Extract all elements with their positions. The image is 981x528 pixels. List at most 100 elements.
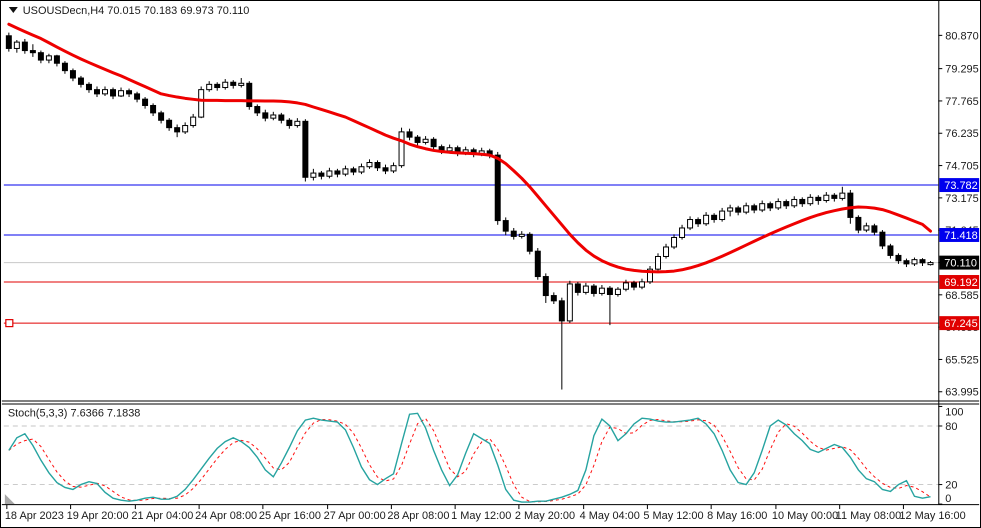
time-tick-label: 25 Apr 16:00: [259, 510, 321, 522]
candle-body: [77, 77, 84, 85]
candle-body: [422, 138, 429, 143]
candle-body: [126, 90, 133, 95]
time-tick-label: 11 May 08:00: [836, 510, 901, 522]
hlines-group[interactable]: [3, 184, 939, 328]
candle-body: [318, 172, 325, 177]
candle-body: [150, 104, 157, 114]
scroll-corner-icon[interactable]: [4, 494, 15, 505]
candle-body: [5, 35, 12, 49]
stoch-label: Stoch(5,3,3) 7.6366 7.1838: [8, 407, 141, 419]
candle-body: [270, 114, 277, 119]
candle-body: [663, 246, 670, 257]
candle-body: [53, 55, 60, 64]
candle-body: [775, 201, 782, 209]
candle-body: [414, 136, 421, 143]
candle-body: [21, 41, 28, 52]
candle-body: [174, 127, 181, 133]
candle-body: [751, 205, 758, 211]
candle-body: [326, 170, 333, 177]
time-axis[interactable]: 18 Apr 2023 19 Apr 20:00 21 Apr 04:00 24 Ap…: [5, 504, 966, 522]
candle-body: [606, 287, 613, 295]
candle-body: [855, 216, 862, 231]
time-ticks-group: [6, 504, 904, 510]
candle-body: [799, 198, 806, 205]
symbol-dropdown-icon[interactable]: [8, 6, 18, 13]
candle-body: [198, 89, 205, 118]
candle-body: [534, 250, 541, 278]
line-anchor-handle[interactable]: [5, 319, 14, 328]
price-badge-label: 69.192: [944, 277, 977, 289]
candle-body: [286, 119, 293, 127]
candle-body: [703, 214, 710, 225]
candle-body: [238, 82, 245, 86]
price-tick-label: 73.175: [945, 193, 978, 205]
candle-body: [614, 288, 621, 295]
price-badge: [939, 255, 980, 270]
candle-body: [350, 168, 357, 173]
price-axis[interactable]: 80.87079.29577.76576.23574.70573.17571.6…: [938, 1, 980, 505]
stoch-axis-group: 100 80 200: [938, 405, 964, 505]
candle-body: [863, 225, 870, 231]
time-tick-label: 8 May 16:00: [707, 510, 767, 522]
time-tick-label: 10 May 00:00: [772, 510, 838, 522]
candle-body: [254, 106, 261, 114]
candle-body: [927, 262, 934, 266]
candle-body: [743, 205, 750, 213]
candle-body: [871, 225, 878, 233]
candle-body: [759, 203, 766, 211]
stoch-grid-group: [3, 425, 939, 486]
time-tick-label: 21 Apr 04:00: [131, 510, 193, 522]
candle-body: [574, 283, 581, 293]
candle-body: [735, 207, 742, 213]
time-tick-label: 2 May 20:00: [515, 510, 575, 522]
candle-body: [711, 214, 718, 221]
candle-body: [558, 300, 565, 322]
candle-body: [334, 170, 341, 175]
candle-body: [671, 236, 678, 248]
candle-body: [214, 83, 221, 89]
candle-body: [783, 201, 790, 207]
candle-body: [582, 285, 589, 293]
candles-group: [5, 32, 934, 390]
candle-body: [622, 282, 629, 290]
time-tick-label: 18 Apr 2023: [5, 510, 64, 522]
price-tick-label: 76.235: [945, 128, 978, 140]
candle-body: [182, 125, 189, 133]
chart-title: USOUSDecn,H4 70.015 70.183 69.973 70.110: [23, 5, 250, 17]
candle-body: [510, 230, 517, 237]
candle-body: [839, 192, 846, 199]
candle-body: [502, 220, 509, 232]
candle-body: [374, 162, 381, 169]
stoch-tick-label: 0: [945, 493, 951, 505]
candle-body: [37, 52, 44, 61]
candle-body: [687, 219, 694, 229]
candle-body: [695, 219, 702, 225]
time-tick-label: 28 Apr 08:00: [387, 510, 449, 522]
time-tick-label: 24 Apr 08:00: [195, 510, 257, 522]
candle-body: [911, 259, 918, 265]
candle-body: [85, 83, 92, 91]
candle-body: [542, 276, 549, 297]
candle-body: [518, 233, 525, 237]
candle-body: [647, 268, 653, 283]
stoch-pane: Stoch(5,3,3) 7.6366 7.1838: [1, 407, 980, 506]
candle-body: [494, 154, 501, 222]
candle-body: [366, 162, 373, 168]
stoch-tick-label: 20: [945, 480, 957, 492]
candle-body: [134, 93, 141, 100]
candle-body: [847, 192, 854, 218]
candle-body: [526, 233, 533, 252]
candle-body: [102, 89, 108, 95]
time-labels-group: 18 Apr 2023 19 Apr 20:00 21 Apr 04:00 24 Ap…: [5, 510, 966, 522]
price-tick-label: 68.585: [945, 290, 978, 302]
price-badge-label: 70.110: [944, 258, 977, 270]
candle-body: [727, 207, 734, 212]
candle-body: [550, 295, 557, 302]
candle-body: [895, 254, 902, 262]
candle-body: [158, 112, 165, 121]
candle-body: [446, 147, 453, 152]
candle-body: [302, 120, 309, 178]
time-tick-label: 1 May 12:00: [451, 510, 511, 522]
